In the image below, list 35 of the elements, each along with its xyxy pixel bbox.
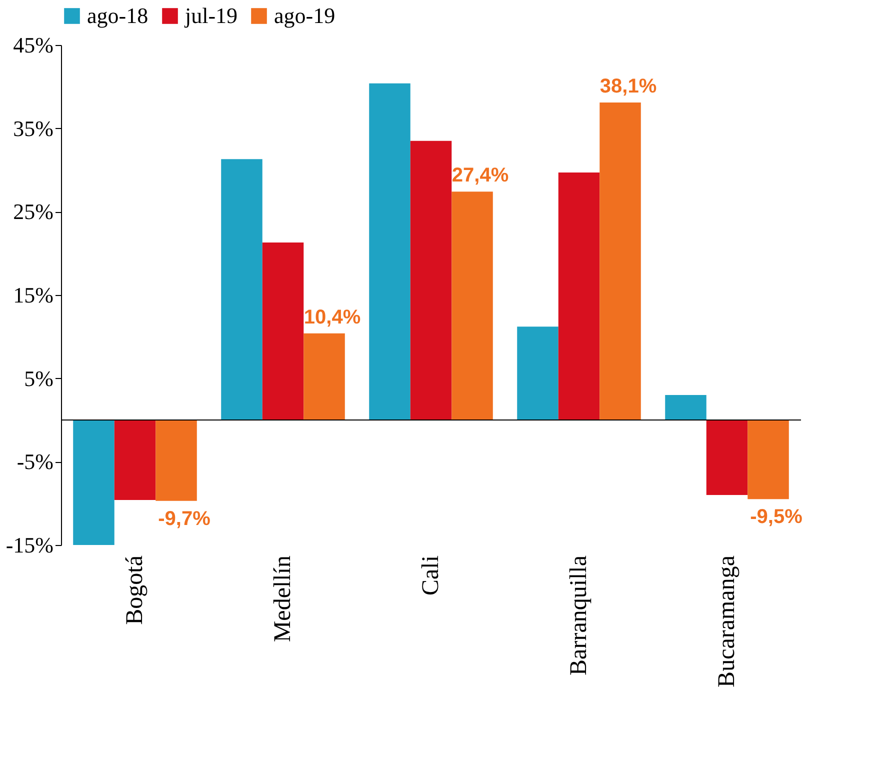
bar: [517, 326, 558, 420]
data-label: -9,5%: [750, 506, 803, 528]
x-tick-label: Cali: [418, 555, 444, 596]
bar: [600, 102, 641, 420]
bar: [410, 140, 452, 420]
x-tick-label: Bogotá: [122, 555, 148, 625]
y-tick-label: -15%: [6, 532, 54, 558]
bar: [558, 172, 600, 420]
y-tick-label: 25%: [13, 199, 54, 224]
bar: [73, 420, 114, 545]
data-label: -9,7%: [158, 508, 211, 530]
bar: [262, 242, 304, 420]
bar: [665, 395, 706, 420]
y-tick-label: 15%: [13, 282, 54, 308]
data-label: 38,1%: [600, 76, 657, 98]
x-tick-label: Bucaramanga: [714, 555, 740, 688]
data-label: 10,4%: [304, 306, 361, 328]
bar: [114, 420, 156, 500]
bar: [452, 192, 493, 420]
bar: [748, 420, 789, 500]
bar: [156, 420, 197, 501]
x-tick-label: Medellín: [270, 556, 296, 642]
bar: [369, 83, 410, 420]
data-label: 27,4%: [452, 164, 509, 187]
legend-label: jul-19: [184, 3, 238, 28]
legend-label: ago-19: [274, 3, 336, 28]
y-tick-label: -5%: [16, 449, 54, 474]
y-tick-label: 35%: [13, 116, 54, 141]
legend-label: ago-18: [87, 3, 148, 28]
y-tick-label: 45%: [13, 32, 54, 58]
y-tick-label: 5%: [24, 366, 54, 391]
bar: [706, 420, 748, 495]
bar: [221, 159, 262, 420]
bar: [304, 333, 345, 420]
x-tick-label: Barranquilla: [566, 555, 592, 676]
